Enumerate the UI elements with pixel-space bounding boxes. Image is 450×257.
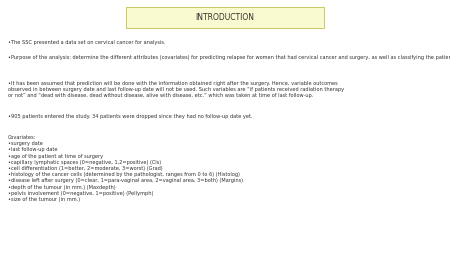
Text: •The SSC presented a data set on cervical cancer for analysis.: •The SSC presented a data set on cervica… — [8, 40, 166, 45]
Text: •It has been assumed that prediction will be done with the information obtained : •It has been assumed that prediction wil… — [8, 81, 344, 98]
Text: Covariates:
•surgery date
•last follow-up date
•age of the patient at time of su: Covariates: •surgery date •last follow-u… — [8, 135, 243, 202]
Text: •905 patients entered the study. 34 patients were dropped since they had no foll: •905 patients entered the study. 34 pati… — [8, 114, 253, 119]
FancyBboxPatch shape — [126, 7, 324, 28]
Text: INTRODUCTION: INTRODUCTION — [195, 13, 255, 22]
Text: •Purpose of the analysis: determine the different attributes (covariates) for pr: •Purpose of the analysis: determine the … — [8, 55, 450, 60]
